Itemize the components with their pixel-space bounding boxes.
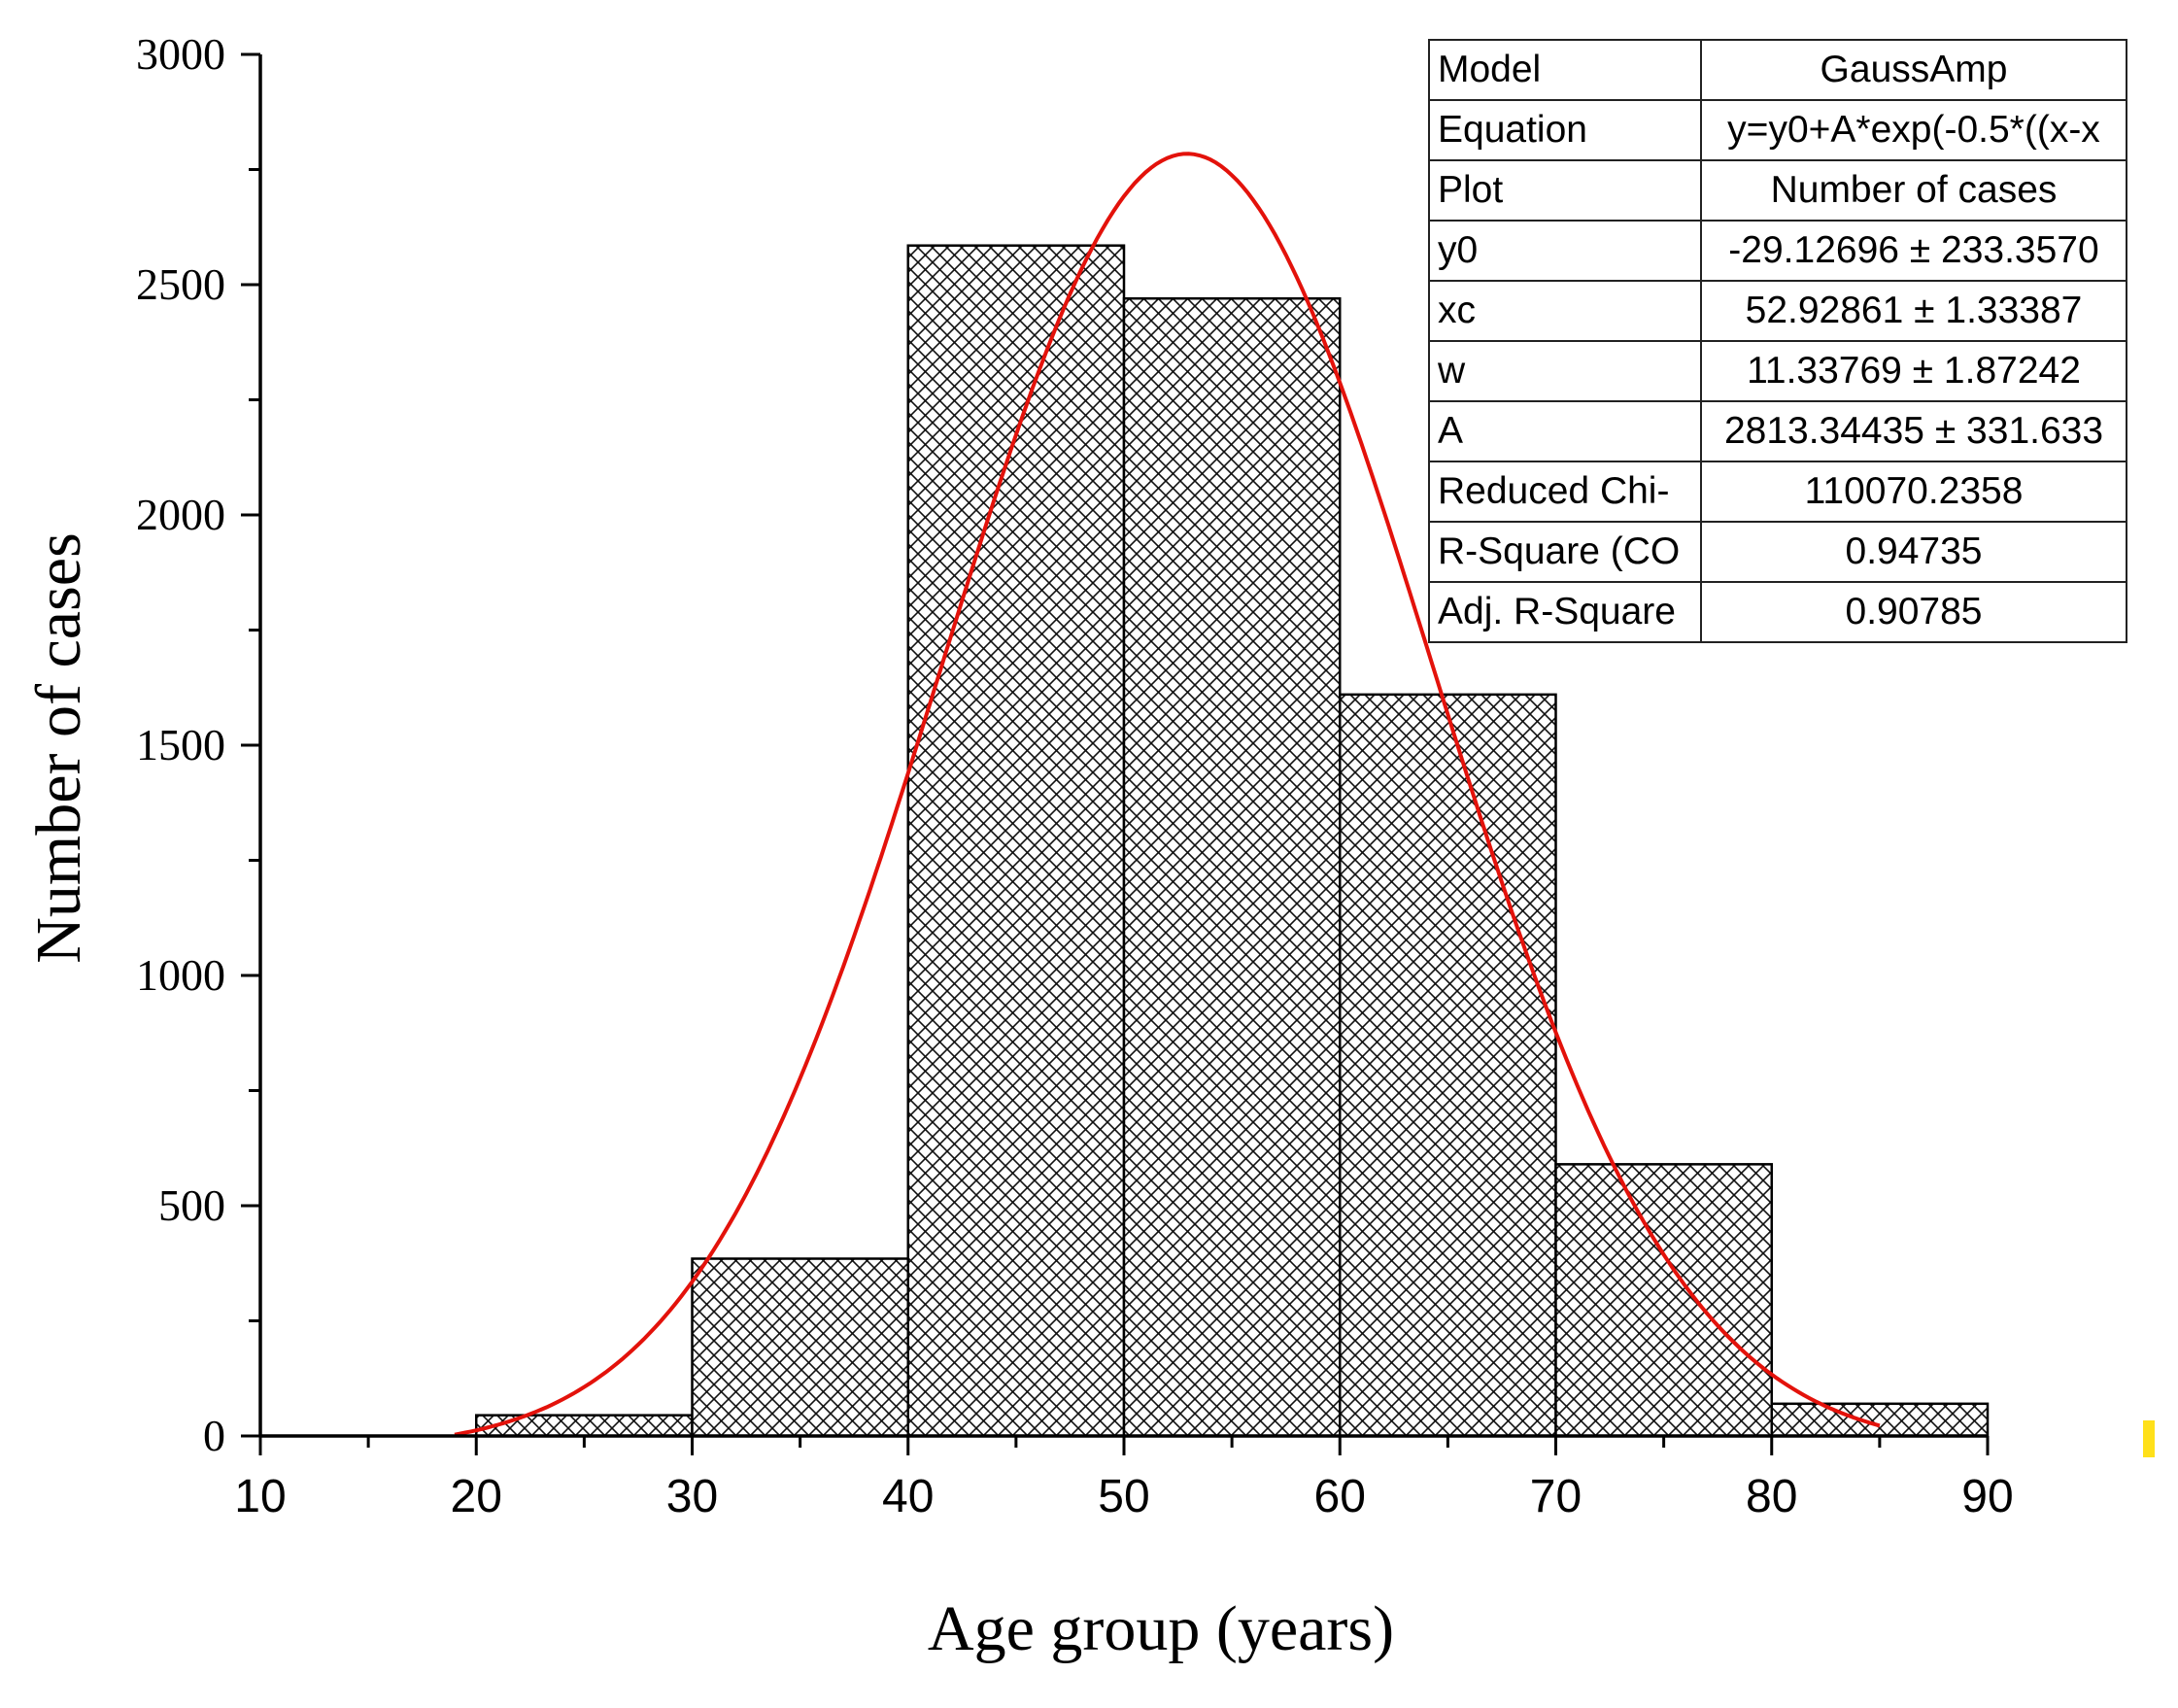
stats-key: A xyxy=(1428,400,1702,462)
bars xyxy=(475,244,1990,1438)
histogram-bar-50-60 xyxy=(1122,296,1342,1438)
stats-value: 52.92861 ± 1.33387 xyxy=(1700,280,2127,342)
stats-row: A 2813.34435 ± 331.633 xyxy=(1428,400,2127,462)
stats-key: y0 xyxy=(1428,220,1702,282)
stats-row: xc 52.92861 ± 1.33387 xyxy=(1428,280,2127,342)
stats-key: R-Square (CO xyxy=(1428,521,1702,583)
stats-value: 110070.2358 xyxy=(1700,461,2127,523)
x-tick-label: 80 xyxy=(1746,1471,1797,1522)
stats-key: Model xyxy=(1428,39,1702,101)
stats-key: Adj. R-Square xyxy=(1428,581,1702,643)
stats-row: Adj. R-Square 0.90785 xyxy=(1428,581,2127,643)
y-tick-label: 3000 xyxy=(136,29,225,79)
stats-key: Equation xyxy=(1428,99,1702,161)
stats-key: Reduced Chi- xyxy=(1428,461,1702,523)
x-tick-label: 60 xyxy=(1314,1471,1366,1522)
y-axis-ticks: 0 500 1000 1500 2000 2500 3000 xyxy=(136,29,260,1460)
stats-value: y=y0+A*exp(-0.5*((x-x xyxy=(1700,99,2127,161)
histogram-bar-80-90 xyxy=(1770,1402,1990,1438)
histogram-bar-60-70 xyxy=(1339,693,1557,1438)
stats-row: Equation y=y0+A*exp(-0.5*((x-x xyxy=(1428,99,2127,161)
y-axis-title: Number of cases xyxy=(23,532,94,964)
x-tick-label: 90 xyxy=(1961,1471,2013,1522)
x-axis-ticks: 10 20 30 40 50 60 70 80 90 xyxy=(234,1436,2014,1522)
gaussian-fit-curve xyxy=(454,152,1881,1437)
fit-statistics-table: Model GaussAmp Equation y=y0+A*exp(-0.5*((x… xyxy=(1428,39,2127,643)
stats-row: w 11.33769 ± 1.87242 xyxy=(1428,340,2127,402)
x-tick-label: 10 xyxy=(234,1471,286,1522)
stats-value: -29.12696 ± 233.3570 xyxy=(1700,220,2127,282)
stats-value: Number of cases xyxy=(1700,159,2127,222)
stats-value: 0.90785 xyxy=(1700,581,2127,643)
stats-value: 0.94735 xyxy=(1700,521,2127,583)
stats-key: Plot xyxy=(1428,159,1702,222)
stats-row: Model GaussAmp xyxy=(1428,39,2127,101)
histogram-bar-30-40 xyxy=(691,1257,909,1438)
y-tick-label: 1500 xyxy=(136,720,225,769)
highlight-mark xyxy=(2143,1420,2155,1457)
x-axis-title: Age group (years) xyxy=(928,1593,1394,1664)
y-tick-label: 0 xyxy=(203,1411,225,1460)
histogram-bar-20-30 xyxy=(475,1414,694,1438)
x-tick-label: 30 xyxy=(666,1471,718,1522)
stats-row: Plot Number of cases xyxy=(1428,159,2127,222)
y-tick-label: 2000 xyxy=(136,490,225,539)
stats-key: xc xyxy=(1428,280,1702,342)
y-tick-label: 500 xyxy=(158,1180,225,1230)
x-tick-label: 40 xyxy=(882,1471,934,1522)
x-tick-label: 50 xyxy=(1098,1471,1149,1522)
x-tick-label: 70 xyxy=(1530,1471,1582,1522)
histogram-bar-70-80 xyxy=(1554,1163,1773,1438)
stats-row: Reduced Chi- 110070.2358 xyxy=(1428,461,2127,523)
stats-key: w xyxy=(1428,340,1702,402)
stats-row: R-Square (CO 0.94735 xyxy=(1428,521,2127,583)
stats-value: 2813.34435 ± 331.633 xyxy=(1700,400,2127,462)
y-tick-label: 2500 xyxy=(136,259,225,309)
stats-value: GaussAmp xyxy=(1700,39,2127,101)
stats-row: y0 -29.12696 ± 233.3570 xyxy=(1428,220,2127,282)
histogram-bar-40-50 xyxy=(906,244,1126,1438)
y-tick-label: 1000 xyxy=(136,950,225,1000)
stats-value: 11.33769 ± 1.87242 xyxy=(1700,340,2127,402)
x-tick-label: 20 xyxy=(451,1471,502,1522)
